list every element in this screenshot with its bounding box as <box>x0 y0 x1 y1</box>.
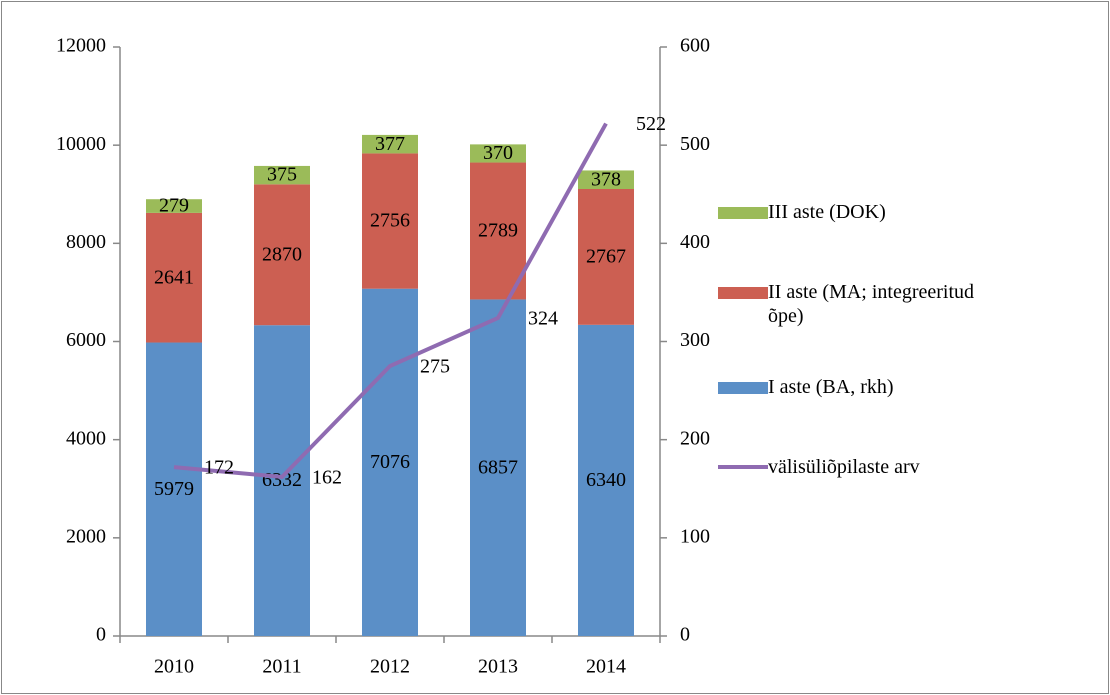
legend-label: I aste (BA, rkh) <box>768 376 894 398</box>
line-label: 275 <box>420 356 450 378</box>
legend-swatch <box>718 207 768 219</box>
legend-item: II aste (MA; integreeritud õpe) <box>718 280 983 328</box>
data-label: 7076 <box>370 451 410 473</box>
data-label: 2641 <box>154 266 194 288</box>
line-label: 162 <box>312 467 342 489</box>
legend-label: III aste (DOK) <box>768 201 886 223</box>
line-series <box>173 122 608 480</box>
line-label: 522 <box>636 113 666 135</box>
bar-segment <box>254 184 310 326</box>
bar-segment <box>254 325 310 636</box>
bar-segment <box>470 144 526 163</box>
y-tick-label: 12000 <box>56 35 106 57</box>
data-label: 6857 <box>478 456 518 478</box>
bar-segment <box>578 188 634 325</box>
bar-segment <box>254 165 310 185</box>
bar-segment <box>470 299 526 636</box>
y2-tick-label: 100 <box>680 525 710 547</box>
bar-segment <box>362 153 418 289</box>
data-label: 377 <box>375 133 405 155</box>
data-label: 6332 <box>262 469 302 491</box>
y-tick-label: 2000 <box>66 525 106 547</box>
line-label: 172 <box>204 457 234 479</box>
legend-item: III aste (DOK) <box>718 200 983 224</box>
bar-segment <box>470 162 526 300</box>
data-label: 2756 <box>370 210 410 232</box>
y2-tick-label: 0 <box>680 624 690 646</box>
x-tick-label: 2014 <box>586 656 626 678</box>
data-label: 2870 <box>262 243 302 265</box>
y-tick-label: 10000 <box>56 133 106 155</box>
data-label: 370 <box>483 142 513 164</box>
y-tick-label: 0 <box>96 624 106 646</box>
legend-swatch <box>718 465 768 469</box>
legend-item: I aste (BA, rkh) <box>718 375 983 399</box>
data-label: 2789 <box>478 220 518 242</box>
x-tick-label: 2011 <box>262 656 301 678</box>
bar-segment <box>578 170 634 189</box>
data-label: 5979 <box>154 478 194 500</box>
bar-segment <box>362 134 418 154</box>
y2-tick-label: 600 <box>680 35 710 57</box>
line-label: 324 <box>528 308 558 330</box>
y2-tick-label: 300 <box>680 329 710 351</box>
legend-swatch <box>718 287 768 299</box>
bar-segment <box>146 342 202 636</box>
data-label: 279 <box>159 195 189 217</box>
legend-label: II aste (MA; integreeritud õpe) <box>768 281 975 327</box>
legend-label: välisüliõpilaste arv <box>768 456 920 478</box>
bar-segment <box>146 199 202 213</box>
x-tick-label: 2013 <box>478 656 518 678</box>
y-tick-label: 6000 <box>66 329 106 351</box>
y-tick-label: 4000 <box>66 427 106 449</box>
data-label: 375 <box>267 164 297 186</box>
y2-tick-label: 200 <box>680 427 710 449</box>
data-label: 6340 <box>586 469 626 491</box>
data-label: 378 <box>591 168 621 190</box>
x-tick-label: 2012 <box>370 656 410 678</box>
y2-tick-label: 400 <box>680 231 710 253</box>
x-tick-label: 2010 <box>154 656 194 678</box>
bar-segment <box>146 212 202 343</box>
bar-segment <box>362 288 418 636</box>
legend-item: välisüliõpilaste arv <box>718 455 983 479</box>
y2-tick-label: 500 <box>680 133 710 155</box>
y-tick-label: 8000 <box>66 231 106 253</box>
data-label: 2767 <box>586 245 626 267</box>
bar-segment <box>578 324 634 636</box>
legend-swatch <box>718 382 768 394</box>
